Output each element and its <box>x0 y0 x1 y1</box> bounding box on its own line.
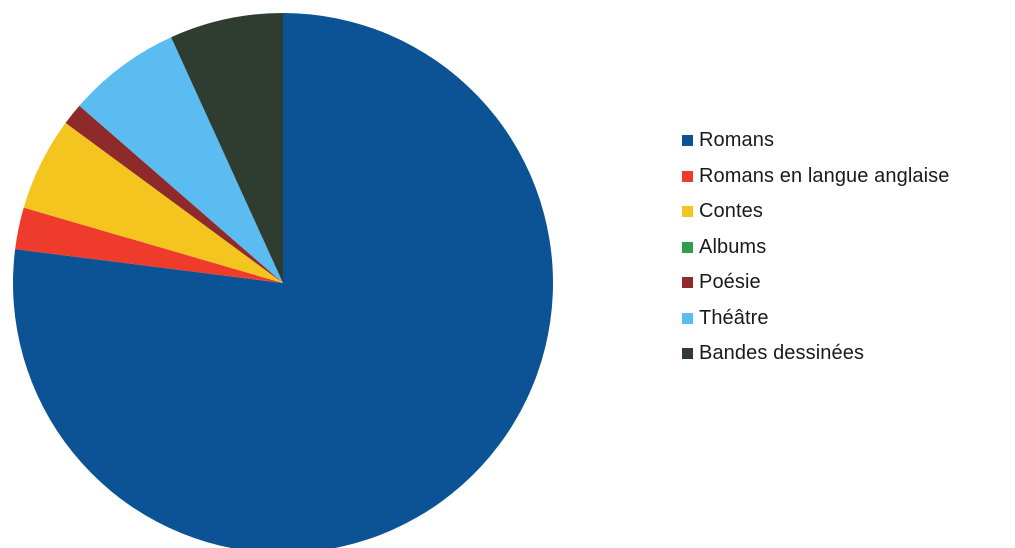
chart-legend: Romans Romans en langue anglaise Contes Alb… <box>682 123 949 372</box>
legend-label: Contes <box>699 200 763 223</box>
pie-slice-poesie <box>65 105 283 283</box>
legend-swatch <box>682 277 693 289</box>
pie-slice-theatre <box>79 37 283 283</box>
legend-item: Romans <box>682 123 949 159</box>
legend-item: Théâtre <box>682 301 949 337</box>
legend-label: Romans <box>699 129 775 152</box>
legend-swatch <box>682 170 693 182</box>
pie-slice-contes <box>23 122 283 284</box>
pie-slice-romans-en-langue-anglaise <box>15 207 283 283</box>
legend-label: Poésie <box>699 271 761 294</box>
legend-item: Romans en langue anglaise <box>682 159 949 195</box>
pie-slice-bandes-dessinees <box>171 13 283 283</box>
legend-item: Albums <box>682 230 949 266</box>
legend-swatch <box>682 241 693 253</box>
legend-label: Albums <box>699 235 767 258</box>
legend-swatch <box>682 206 693 218</box>
pie-slice-romans <box>13 13 553 548</box>
legend-label: Théâtre <box>699 306 769 329</box>
legend-swatch <box>682 312 693 324</box>
legend-swatch <box>682 135 693 147</box>
legend-item: Contes <box>682 194 949 230</box>
legend-item: Bandes dessinées <box>682 336 949 372</box>
legend-label: Bandes dessinées <box>699 342 865 365</box>
legend-swatch <box>682 348 693 360</box>
pie-slices <box>13 13 553 548</box>
legend-label: Romans en langue anglaise <box>699 164 950 187</box>
legend-item: Poésie <box>682 265 949 301</box>
